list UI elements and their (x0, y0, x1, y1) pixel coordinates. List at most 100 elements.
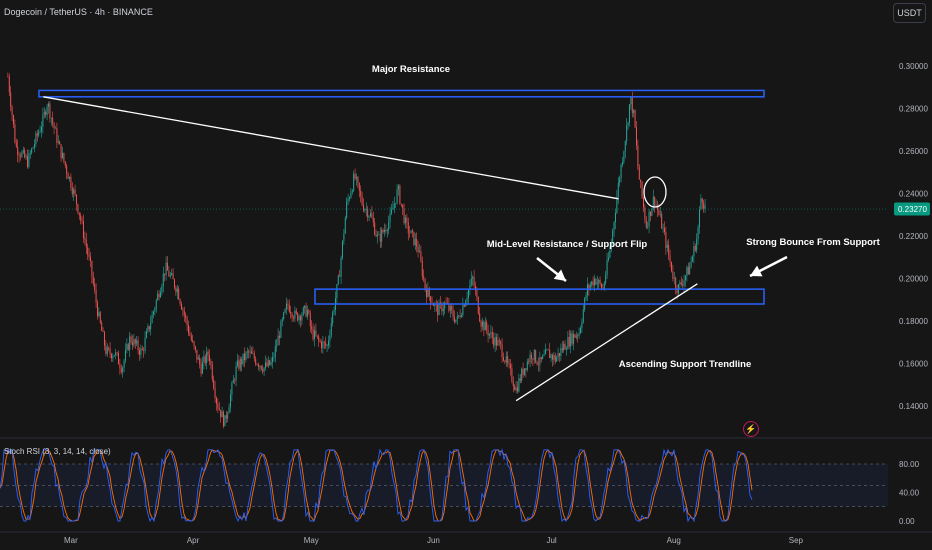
candle-body (411, 230, 413, 232)
time-tick-label: Mar (64, 536, 78, 545)
candle-body (229, 394, 231, 408)
candle-body (309, 313, 311, 327)
candle-body (180, 303, 182, 310)
candle-body (575, 335, 577, 338)
candle-body (458, 315, 460, 317)
candle-body (54, 128, 56, 129)
candle-body (691, 256, 693, 262)
candle-body (603, 282, 605, 289)
candle-body (372, 217, 374, 223)
candle-body (395, 203, 397, 204)
candle-body (145, 331, 147, 338)
candle-body (241, 359, 243, 365)
candle-body (362, 204, 364, 211)
candle-body (470, 278, 472, 286)
time-tick-label: Apr (187, 536, 200, 545)
candle-body (315, 330, 317, 336)
candle-body (204, 356, 206, 364)
candle-body (567, 337, 569, 350)
candle-body (192, 340, 194, 342)
candle-body (215, 398, 217, 404)
candle-body (600, 283, 602, 289)
candle-body (676, 288, 678, 294)
candle-body (102, 330, 104, 332)
candle-body (675, 277, 677, 289)
candle-body (280, 321, 282, 338)
candle-body (424, 278, 426, 289)
major-resistance-label: Major Resistance (372, 64, 450, 75)
candle-body (172, 273, 174, 280)
candle-body (330, 323, 332, 336)
candle-body (53, 123, 55, 129)
lightning-bolt-icon[interactable]: ⚡ (743, 421, 759, 437)
candle-body (666, 244, 668, 249)
candle-body (312, 328, 314, 340)
candle-body (633, 110, 635, 113)
ascending-support-trendline (515, 283, 698, 402)
candle-body (150, 323, 152, 330)
candle-body (463, 304, 465, 307)
drawings-layer: Major Resistance Mid-Level Resistance / S… (38, 64, 881, 402)
candle-body (283, 312, 285, 320)
candle-body (67, 173, 69, 179)
candle-body (49, 103, 51, 119)
candle-body (557, 352, 559, 358)
candle-body (607, 257, 609, 260)
candle-body (301, 315, 303, 321)
candle-body (515, 387, 517, 391)
candle-body (136, 340, 138, 344)
candle-body (504, 360, 506, 363)
candle-body (124, 350, 126, 361)
candle-body (529, 354, 531, 363)
last-price-label: 0.23270 (898, 205, 927, 214)
candle-body (313, 330, 315, 340)
candle-body (361, 195, 363, 205)
candle-body (406, 217, 408, 223)
price-tick-label: 0.28000 (899, 105, 928, 114)
candle-body (165, 262, 167, 275)
stoch-tick-label: 40.00 (899, 489, 920, 498)
candle-body (127, 344, 129, 350)
candle-body (276, 345, 278, 347)
candle-body (665, 232, 667, 249)
candle-body (410, 230, 412, 234)
currency-button[interactable]: USDT (893, 3, 926, 23)
candle-body (662, 228, 664, 229)
candle-body (318, 336, 320, 341)
candle-body (194, 346, 196, 350)
candle-body (521, 368, 523, 381)
candle-body (113, 355, 115, 357)
candle-body (87, 247, 89, 255)
price-tick-label: 0.16000 (899, 360, 928, 369)
candle-body (182, 309, 184, 311)
candle-body (439, 302, 441, 304)
candle-body (7, 76, 9, 78)
candle-body (683, 280, 685, 286)
candle-body (190, 335, 192, 341)
candle-body (623, 151, 625, 162)
candle-body (110, 353, 112, 359)
candle-body (572, 334, 574, 344)
candle-body (322, 341, 324, 349)
candle-body (305, 305, 307, 317)
candle-body (203, 356, 205, 363)
candle-body (126, 344, 128, 351)
descending-trendline (43, 96, 619, 200)
candle-body (550, 354, 552, 359)
candle-body (418, 251, 420, 253)
candle-body (329, 335, 331, 341)
candle-body (225, 415, 227, 419)
candle-body (218, 408, 220, 411)
candle-body (589, 284, 591, 289)
candle-body (596, 282, 598, 285)
candle-body (239, 359, 241, 369)
candle-body (652, 196, 654, 209)
candle-body (323, 341, 325, 343)
candle-body (75, 194, 77, 205)
candle-body (308, 310, 310, 314)
candle-body (659, 214, 661, 215)
candle-body (173, 279, 175, 288)
candle-body (85, 240, 87, 248)
candle-body (399, 185, 401, 204)
candle-body (148, 326, 150, 330)
